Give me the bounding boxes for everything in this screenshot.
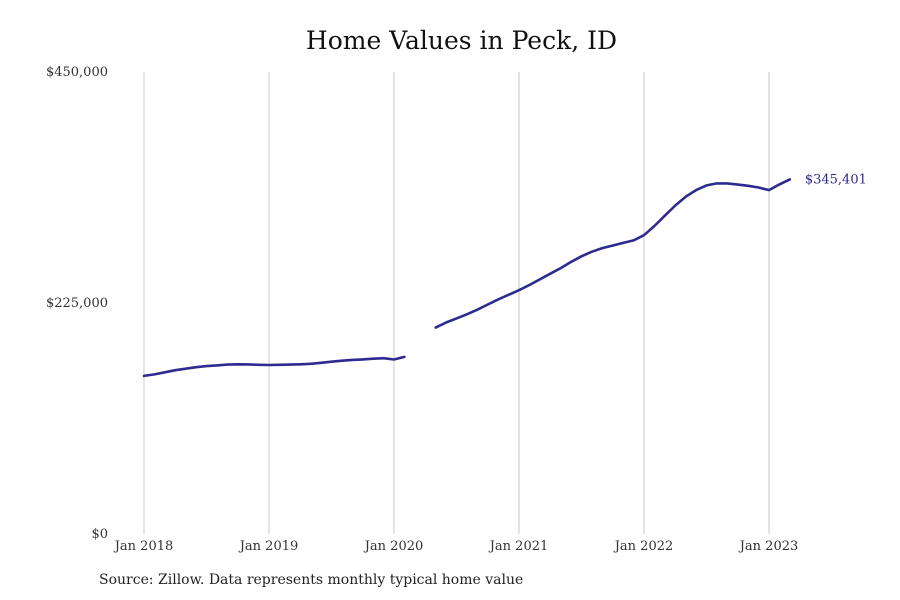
- x-tick-label-2: Jan 2020: [363, 539, 424, 554]
- x-tick-label-0: Jan 2018: [113, 539, 174, 554]
- last-value-label: $345,401: [805, 172, 867, 187]
- series-0-segment-1: [434, 178, 792, 329]
- y-tick-label-0: $0: [91, 527, 108, 542]
- series-lines: [142, 178, 792, 378]
- x-tick-label-3: Jan 2021: [488, 539, 549, 554]
- source-note: Source: Zillow. Data represents monthly …: [99, 572, 524, 588]
- grid-lines: [143, 72, 770, 534]
- series-0-segment-0: [142, 355, 406, 378]
- y-axis-tick-labels: $0 $225,000 $450,000: [46, 65, 108, 542]
- x-tick-label-1: Jan 2019: [238, 539, 299, 554]
- chart-title: Home Values in Peck, ID: [305, 26, 618, 55]
- x-tick-label-5: Jan 2023: [738, 539, 799, 554]
- y-tick-label-2: $450,000: [46, 65, 108, 80]
- y-tick-label-1: $225,000: [46, 296, 108, 311]
- x-tick-label-4: Jan 2022: [613, 539, 674, 554]
- x-axis-tick-labels: Jan 2018 Jan 2019 Jan 2020 Jan 2021 Jan 2022…: [113, 539, 799, 554]
